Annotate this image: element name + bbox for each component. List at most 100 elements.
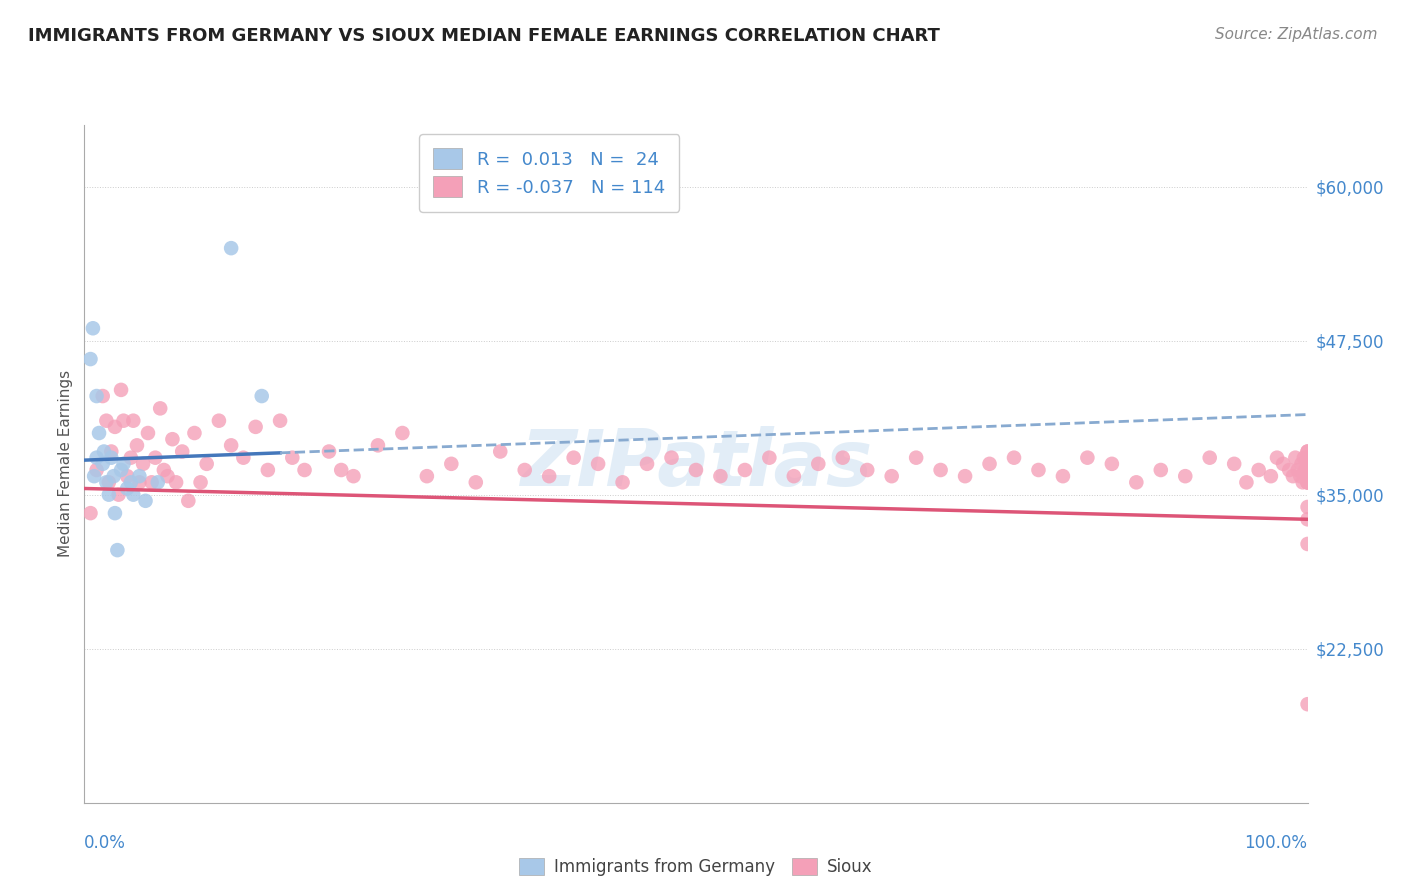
Point	[120, 475, 142, 490]
Point	[1198, 450, 1220, 465]
Point	[464, 475, 486, 490]
Point	[245, 420, 267, 434]
Point	[100, 450, 122, 465]
Point	[172, 444, 194, 458]
Point	[112, 414, 135, 428]
Point	[128, 475, 150, 490]
Point	[758, 450, 780, 465]
Text: ZIPatlas: ZIPatlas	[520, 425, 872, 502]
Point	[1296, 475, 1319, 490]
Point	[1296, 475, 1319, 490]
Point	[1296, 444, 1319, 458]
Point	[156, 469, 179, 483]
Point	[636, 457, 658, 471]
Point	[115, 469, 138, 483]
Point	[115, 482, 138, 496]
Point	[1296, 469, 1319, 483]
Point	[135, 493, 157, 508]
Point	[342, 469, 364, 483]
Text: 100.0%: 100.0%	[1244, 834, 1308, 852]
Point	[107, 488, 129, 502]
Point	[586, 457, 609, 471]
Point	[195, 457, 218, 471]
Point	[96, 414, 118, 428]
Point	[1296, 463, 1319, 477]
Point	[1296, 463, 1319, 477]
Point	[807, 457, 830, 471]
Point	[208, 414, 231, 428]
Point	[661, 450, 683, 465]
Point	[120, 450, 142, 465]
Point	[1296, 475, 1319, 490]
Point	[86, 463, 108, 477]
Point	[440, 457, 463, 471]
Point	[513, 463, 536, 477]
Point	[91, 389, 114, 403]
Point	[128, 469, 150, 483]
Point	[83, 469, 105, 483]
Point	[105, 543, 128, 558]
Point	[183, 425, 205, 440]
Point	[1286, 463, 1309, 477]
Point	[1223, 457, 1246, 471]
Point	[1284, 450, 1306, 465]
Point	[141, 475, 163, 490]
Point	[91, 457, 114, 471]
Point	[1295, 469, 1317, 483]
Point	[146, 475, 169, 490]
Point	[831, 450, 853, 465]
Text: IMMIGRANTS FROM GERMANY VS SIOUX MEDIAN FEMALE EARNINGS CORRELATION CHART: IMMIGRANTS FROM GERMANY VS SIOUX MEDIAN …	[28, 27, 941, 45]
Point	[97, 475, 120, 490]
Point	[1052, 469, 1074, 483]
Point	[1296, 469, 1319, 483]
Point	[100, 444, 122, 458]
Point	[110, 463, 132, 477]
Point	[1296, 469, 1319, 483]
Point	[489, 444, 512, 458]
Point	[1278, 463, 1301, 477]
Point	[257, 463, 280, 477]
Point	[1272, 457, 1295, 471]
Point	[330, 463, 353, 477]
Point	[103, 469, 125, 483]
Point	[1296, 512, 1319, 526]
Point	[709, 469, 731, 483]
Point	[232, 450, 254, 465]
Point	[783, 469, 806, 483]
Point	[177, 493, 200, 508]
Point	[953, 469, 976, 483]
Y-axis label: Median Female Earnings: Median Female Earnings	[58, 370, 73, 558]
Point	[929, 463, 952, 477]
Point	[132, 457, 155, 471]
Point	[1150, 463, 1173, 477]
Point	[281, 450, 304, 465]
Point	[1002, 450, 1025, 465]
Point	[416, 469, 439, 483]
Point	[149, 401, 172, 416]
Text: Source: ZipAtlas.com: Source: ZipAtlas.com	[1215, 27, 1378, 42]
Point	[112, 457, 135, 471]
Point	[1296, 697, 1319, 711]
Point	[880, 469, 903, 483]
Text: 0.0%: 0.0%	[84, 834, 127, 852]
Point	[1296, 475, 1319, 490]
Point	[96, 475, 118, 490]
Point	[165, 475, 187, 490]
Point	[86, 389, 108, 403]
Point	[162, 432, 184, 446]
Point	[294, 463, 316, 477]
Point	[391, 425, 413, 440]
Point	[1292, 475, 1315, 490]
Point	[1296, 500, 1319, 514]
Point	[612, 475, 634, 490]
Point	[905, 450, 928, 465]
Point	[104, 506, 127, 520]
Point	[1296, 463, 1319, 477]
Point	[153, 463, 176, 477]
Point	[219, 438, 242, 452]
Point	[1125, 475, 1147, 490]
Point	[1292, 450, 1315, 465]
Point	[1028, 463, 1050, 477]
Point	[1076, 450, 1098, 465]
Point	[104, 420, 127, 434]
